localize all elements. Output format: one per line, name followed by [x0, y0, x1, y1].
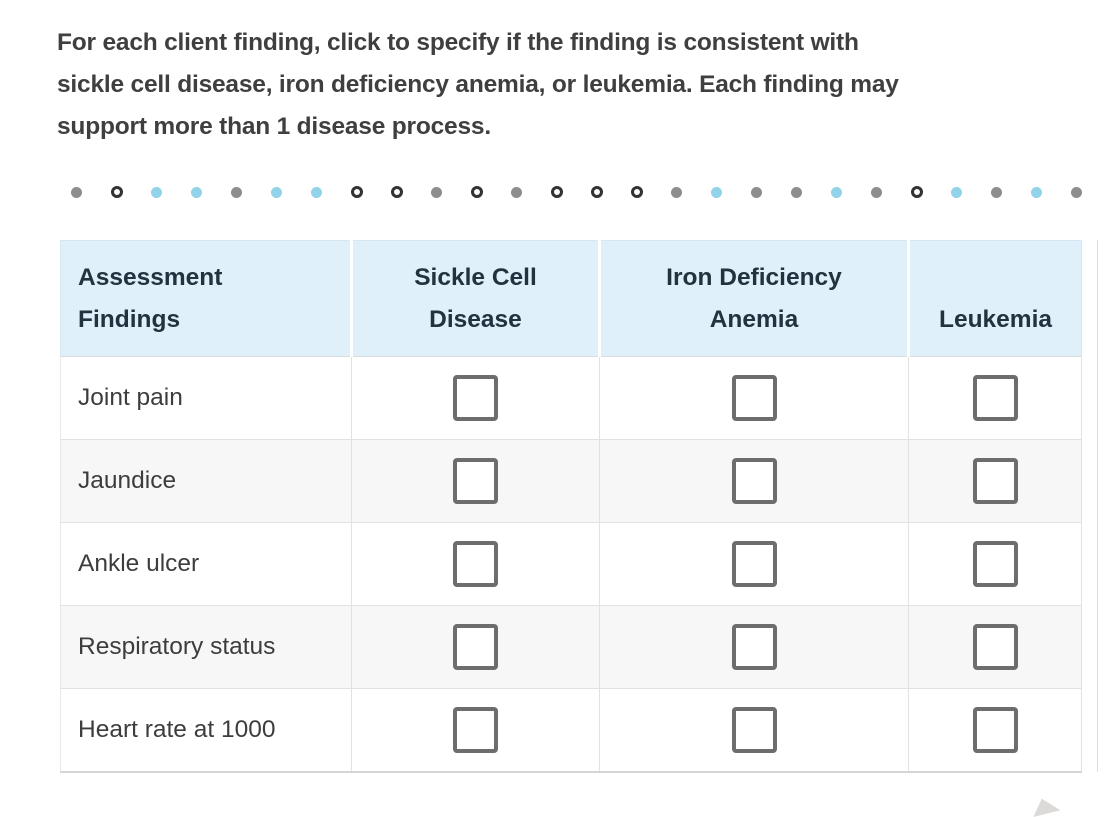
- progress-dot-active: [191, 187, 202, 198]
- checkbox-ankle-ulcer-sickle-cell[interactable]: [453, 541, 498, 587]
- table-row: Joint pain: [60, 356, 1082, 440]
- checkbox-heart-rate-leukemia[interactable]: [972, 706, 1018, 753]
- dotted-divider: [0, 186, 1116, 200]
- progress-dot-filled: [671, 187, 682, 198]
- finding-label: Respiratory status: [60, 605, 352, 689]
- progress-dot-outline: [471, 186, 483, 198]
- progress-dot-active: [711, 187, 722, 198]
- question-line: support more than 1 disease process.: [57, 113, 491, 140]
- checkbox-heart-rate-sickle-cell[interactable]: [453, 706, 498, 753]
- finding-label: Joint pain: [60, 356, 352, 440]
- checkbox-respiratory-status-iron-deficiency[interactable]: [731, 624, 777, 670]
- progress-dot-outline: [551, 186, 563, 198]
- progress-dot-outline: [591, 186, 603, 198]
- checkbox-ankle-ulcer-iron-deficiency[interactable]: [731, 541, 777, 587]
- checkbox-ankle-ulcer-leukemia[interactable]: [972, 541, 1018, 587]
- header-row: Assessment Findings Sickle Cell Disease …: [60, 240, 1082, 357]
- finding-label: Jaundice: [60, 439, 352, 523]
- progress-dot-outline: [111, 186, 123, 198]
- question-line: For each client finding, click to specif…: [57, 29, 859, 56]
- column-header-leukemia: Leukemia: [908, 240, 1082, 357]
- progress-dot-outline: [911, 186, 923, 198]
- checkbox-respiratory-status-sickle-cell[interactable]: [453, 624, 498, 670]
- checkbox-jaundice-sickle-cell[interactable]: [453, 458, 498, 504]
- column-header-sickle-cell-disease: Sickle Cell Disease: [351, 240, 601, 357]
- progress-dot-active: [1031, 187, 1042, 198]
- finding-label: Heart rate at 1000: [60, 688, 352, 773]
- findings-matrix: Assessment Findings Sickle Cell Disease …: [60, 240, 1082, 773]
- column-header-assessment-findings: Assessment Findings: [60, 240, 353, 357]
- column-header-iron-deficiency-anemia: Iron Deficiency Anemia: [599, 240, 910, 357]
- mouse-cursor: [1029, 795, 1060, 817]
- checkbox-joint-pain-leukemia[interactable]: [972, 375, 1018, 421]
- progress-dot-active: [951, 187, 962, 198]
- progress-dot-filled: [791, 187, 802, 198]
- table-row: Respiratory status: [60, 605, 1082, 689]
- progress-dot-filled: [231, 187, 242, 198]
- progress-dot-active: [311, 187, 322, 198]
- table-row: Heart rate at 1000: [60, 688, 1082, 773]
- progress-dot-active: [271, 187, 282, 198]
- finding-label: Ankle ulcer: [60, 522, 352, 606]
- progress-dot-filled: [71, 187, 82, 198]
- progress-dot-filled: [991, 187, 1002, 198]
- progress-dot-filled: [751, 187, 762, 198]
- table-row: Ankle ulcer: [60, 522, 1082, 606]
- checkbox-jaundice-leukemia[interactable]: [972, 458, 1018, 504]
- progress-dot-active: [831, 187, 842, 198]
- progress-dot-outline: [351, 186, 363, 198]
- checkbox-joint-pain-sickle-cell[interactable]: [453, 375, 498, 421]
- progress-dot-filled: [511, 187, 522, 198]
- progress-dot-outline: [391, 186, 403, 198]
- checkbox-respiratory-status-leukemia[interactable]: [972, 624, 1018, 670]
- progress-dot-outline: [631, 186, 643, 198]
- table-row: Jaundice: [60, 439, 1082, 523]
- checkbox-joint-pain-iron-deficiency[interactable]: [731, 375, 777, 421]
- progress-dot-filled: [1071, 187, 1082, 198]
- question-line: sickle cell disease, iron deficiency ane…: [57, 71, 899, 98]
- checkbox-jaundice-iron-deficiency[interactable]: [731, 458, 777, 504]
- progress-dot-filled: [431, 187, 442, 198]
- progress-dot-active: [151, 187, 162, 198]
- progress-dot-filled: [871, 187, 882, 198]
- panel-right-border: [1097, 240, 1098, 772]
- checkbox-heart-rate-iron-deficiency[interactable]: [731, 706, 777, 753]
- question-stem: For each client finding, click to specif…: [57, 22, 1102, 148]
